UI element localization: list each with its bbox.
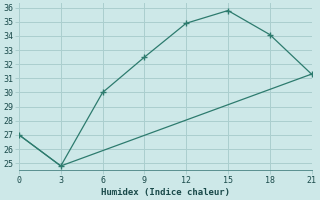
X-axis label: Humidex (Indice chaleur): Humidex (Indice chaleur) [101,188,230,197]
